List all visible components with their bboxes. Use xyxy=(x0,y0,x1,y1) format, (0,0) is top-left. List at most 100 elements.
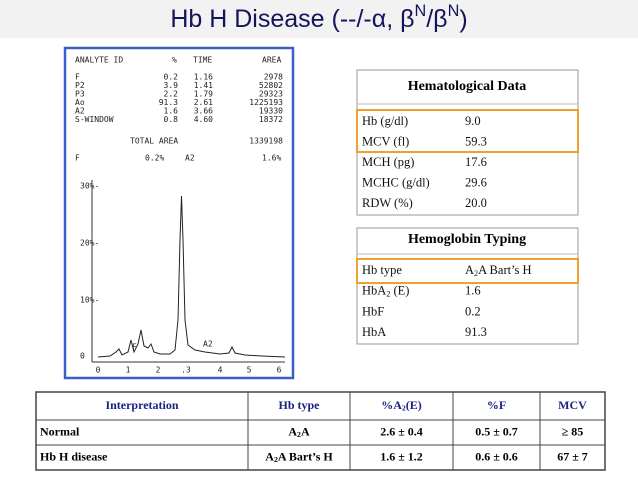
text-part: A xyxy=(465,263,474,277)
table-cell: A2A Bart’s H xyxy=(265,449,333,464)
report-total: 1339198 xyxy=(249,137,283,146)
table-cell: 0.6 ± 0.6 xyxy=(475,449,518,463)
row-label: HbF xyxy=(362,304,384,318)
report-cell: 0.8 xyxy=(164,115,179,124)
chromatogram-x-label: 4 xyxy=(218,366,223,375)
row-value: A2A Bart’s H xyxy=(465,263,532,278)
peak-label: A2 xyxy=(203,340,213,349)
report-cell: P2 xyxy=(75,81,85,90)
table-cell: Hb H disease xyxy=(40,449,108,463)
box-title: Hemoglobin Typing xyxy=(408,232,526,247)
text-part: (E) xyxy=(406,398,422,412)
table-header: MCV xyxy=(558,398,587,412)
row-label: MCHC (g/dl) xyxy=(362,175,430,189)
table-cell: 2.6 ± 0.4 xyxy=(380,424,423,438)
text-part: 2 xyxy=(297,430,301,439)
report-header: ANALYTE ID xyxy=(75,56,123,65)
report-header: % xyxy=(172,56,177,65)
chromatogram-trace xyxy=(97,195,286,358)
row-label: HbA2 (E) xyxy=(362,284,409,299)
text-part: A Bart’s H xyxy=(278,449,334,463)
chromatogram-x-label: 5 xyxy=(247,366,252,375)
text-part: Hb H Disease (--/-α, β xyxy=(170,5,414,33)
report-summary: 0.2% xyxy=(145,154,164,163)
report-cell: 52802 xyxy=(259,81,283,90)
row-label: RDW (%) xyxy=(362,196,413,210)
row-label: MCV (fl) xyxy=(362,134,409,148)
report-cell: 1225193 xyxy=(249,98,283,107)
report-cell: 4.60 xyxy=(194,115,213,124)
text-part: N xyxy=(448,2,460,20)
report-cell: 1.6 xyxy=(164,107,179,116)
typing-box xyxy=(356,227,579,345)
row-label: Hb (g/dl) xyxy=(362,114,408,128)
report-cell: 3.9 xyxy=(164,81,179,90)
report-cell: S-WINDOW xyxy=(75,115,114,124)
report-cell: 19330 xyxy=(259,107,283,116)
text-part: (E) xyxy=(390,284,409,298)
report-cell: 2.61 xyxy=(194,98,213,107)
text-part: HbA xyxy=(362,284,386,298)
report-cell: 18372 xyxy=(259,115,283,124)
table-header: %A2(E) xyxy=(381,398,422,413)
text-part: A Bart’s H xyxy=(478,263,531,277)
report-cell: 0.2 xyxy=(164,73,179,82)
row-value: 20.0 xyxy=(465,196,487,210)
report-summary: A2 xyxy=(185,154,195,163)
row-value: 91.3 xyxy=(465,325,487,339)
text-part: A xyxy=(265,449,274,463)
highlight xyxy=(356,109,579,153)
text-part: 2 xyxy=(274,455,278,464)
chromatogram-x-label: .3 xyxy=(181,366,191,375)
chromatogram-y-label: 10%- xyxy=(80,296,99,305)
report-cell: 2978 xyxy=(264,73,283,82)
table-cell: 1.6 ± 1.2 xyxy=(380,449,423,463)
box-title: Hematological Data xyxy=(408,79,527,94)
highlight xyxy=(356,258,579,284)
chromatogram-x-label: 6 xyxy=(277,366,282,375)
chromatogram-frame xyxy=(63,46,295,380)
slide-title: Hb H Disease (--/-α, βN/βN) xyxy=(170,2,467,33)
report-summary: 1.6% xyxy=(262,154,281,163)
report-cell: 2.2 xyxy=(164,90,179,99)
report-cell: 3.66 xyxy=(194,107,213,116)
text-part: A xyxy=(288,424,297,438)
report-cell: 1.41 xyxy=(194,81,213,90)
text-part: ) xyxy=(459,5,467,33)
row-label: Hb type xyxy=(362,263,402,277)
table-header: Hb type xyxy=(278,398,320,412)
row-value: 29.6 xyxy=(465,175,487,189)
report-cell: 1.79 xyxy=(194,90,213,99)
table-cell: 67 ± 7 xyxy=(557,449,588,463)
chromatogram-y-label: 30%- xyxy=(80,182,99,191)
row-value: 59.3 xyxy=(465,134,487,148)
row-value: 0.2 xyxy=(465,304,481,318)
text-part: 2 xyxy=(474,269,478,278)
report-cell: 1.16 xyxy=(194,73,213,82)
report-header: TIME xyxy=(193,56,212,65)
text-part: A xyxy=(301,424,310,438)
peak-label: F xyxy=(132,343,137,352)
report-cell: A2 xyxy=(75,107,85,116)
table-cell: Normal xyxy=(40,424,80,438)
chromatogram-y-label: 0 xyxy=(80,352,85,361)
table-cell: A2A xyxy=(288,424,310,439)
table-header: Interpretation xyxy=(105,398,178,412)
text-part: N xyxy=(414,2,426,20)
report-header: AREA xyxy=(262,56,281,65)
row-value: 1.6 xyxy=(465,284,481,298)
text-part: 2 xyxy=(402,404,406,413)
report-total-label: TOTAL AREA xyxy=(130,137,178,146)
text-part: /β xyxy=(426,5,447,33)
chromatogram-x-label: 2 xyxy=(156,366,161,375)
report-cell: P3 xyxy=(75,90,85,99)
row-label: MCH (pg) xyxy=(362,155,414,169)
table-frame xyxy=(35,391,606,471)
row-value: 17.6 xyxy=(465,155,487,169)
text-part: 2 xyxy=(386,289,390,298)
row-value: 9.0 xyxy=(465,114,481,128)
text-part: %A xyxy=(381,398,402,412)
report-summary: F xyxy=(75,154,80,163)
